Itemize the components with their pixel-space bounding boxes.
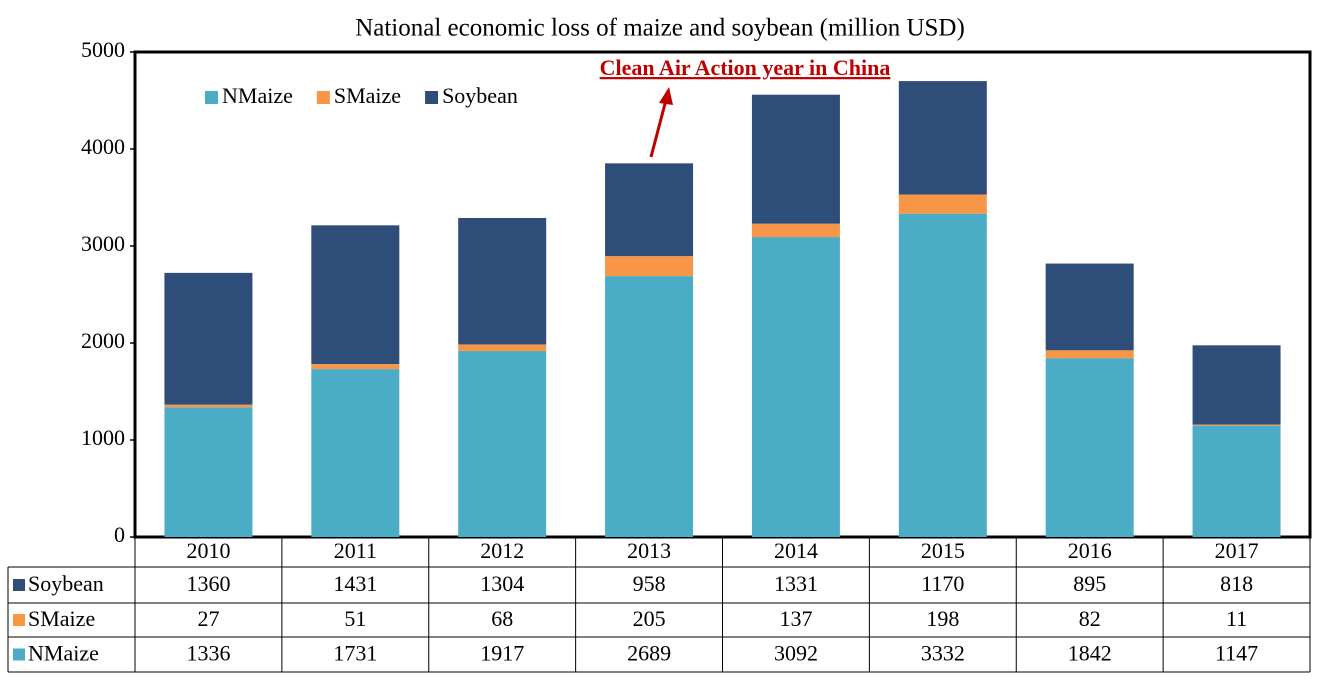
table-row-label: NMaize [28,641,99,666]
bar-segment [1045,350,1134,359]
bar-segment [1045,358,1134,537]
table-legend-swatch [13,648,25,661]
table-cell: 68 [491,606,513,631]
bar-segment [1192,345,1281,425]
x-tick-label: 2017 [1215,538,1259,563]
y-tick-label: 2000 [81,328,125,353]
y-tick-label: 1000 [81,425,125,450]
bar-segment [605,163,694,257]
bar-segment [1192,425,1281,537]
bar-segment [605,276,694,537]
bar-segment [605,256,694,277]
table-cell: 1170 [921,571,964,596]
bar-segment [898,194,987,214]
x-tick-label: 2016 [1068,538,1112,563]
bar-segment [164,272,253,405]
table-legend-swatch [13,614,25,626]
bar-segment [311,364,400,370]
legend-label: NMaize [222,83,293,108]
table-cell: 895 [1073,571,1106,596]
table-cell: 1917 [480,641,524,666]
bar-segment [458,344,547,352]
y-tick-label: 0 [114,522,125,547]
table-cell: 1360 [186,571,230,596]
table-cell: 1304 [480,571,524,596]
table-row-label: Soybean [28,571,104,596]
table-cell: 11 [1226,606,1247,631]
x-tick-label: 2012 [480,538,524,563]
annotation-arrow [649,99,668,158]
table-cell: 1336 [186,641,230,666]
y-tick-label: 3000 [81,231,125,256]
table-cell: 27 [197,606,219,631]
annotation: Clean Air Action year in China [600,55,891,80]
bar-segment [164,404,253,408]
table-cell: 1147 [1215,641,1258,666]
bar-segment [164,407,253,537]
legend-label: Soybean [442,83,518,108]
table-legend-swatch [13,579,25,591]
bar-segment [751,237,840,538]
y-tick-label: 5000 [81,37,125,62]
table-cell: 3092 [774,641,818,666]
bar-segment [1045,263,1134,351]
table-cell: 1842 [1068,641,1112,666]
x-tick-label: 2011 [334,538,377,563]
legend-swatch [425,91,439,104]
table-cell: 205 [633,606,666,631]
table-cell: 1331 [774,571,818,596]
table-row-label: SMaize [28,606,95,631]
bar-segment [751,94,840,224]
bar-segment [458,217,547,345]
bar-segment [311,369,400,537]
legend-swatch [205,91,218,104]
x-tick-label: 2014 [774,538,818,563]
table-cell: 1731 [333,641,377,666]
x-tick-label: 2013 [627,538,671,563]
table-cell: 198 [926,606,959,631]
table-cell: 818 [1220,571,1253,596]
bar-segment [751,223,840,238]
table-cell: 958 [633,571,666,596]
bar-segment [898,81,987,195]
table-cell: 3332 [921,641,965,666]
table-cell: 82 [1079,606,1101,631]
bar-segment [898,213,987,537]
table-cell: 2689 [627,641,671,666]
x-tick-label: 2010 [186,538,230,563]
bar-segment [311,225,400,365]
x-tick-label: 2015 [921,538,965,563]
table-cell: 51 [344,606,366,631]
legend-swatch [316,91,330,104]
plot-frame [133,50,1312,539]
table-cell: 1431 [333,571,377,596]
bar-segment [1192,424,1281,426]
table-cell: 137 [779,606,812,631]
chart-title: National economic loss of maize and soyb… [355,15,965,42]
y-tick-label: 4000 [81,134,125,159]
bar-segment [458,351,547,537]
legend-label: SMaize [334,83,401,108]
annotation-arrowhead [659,87,673,105]
